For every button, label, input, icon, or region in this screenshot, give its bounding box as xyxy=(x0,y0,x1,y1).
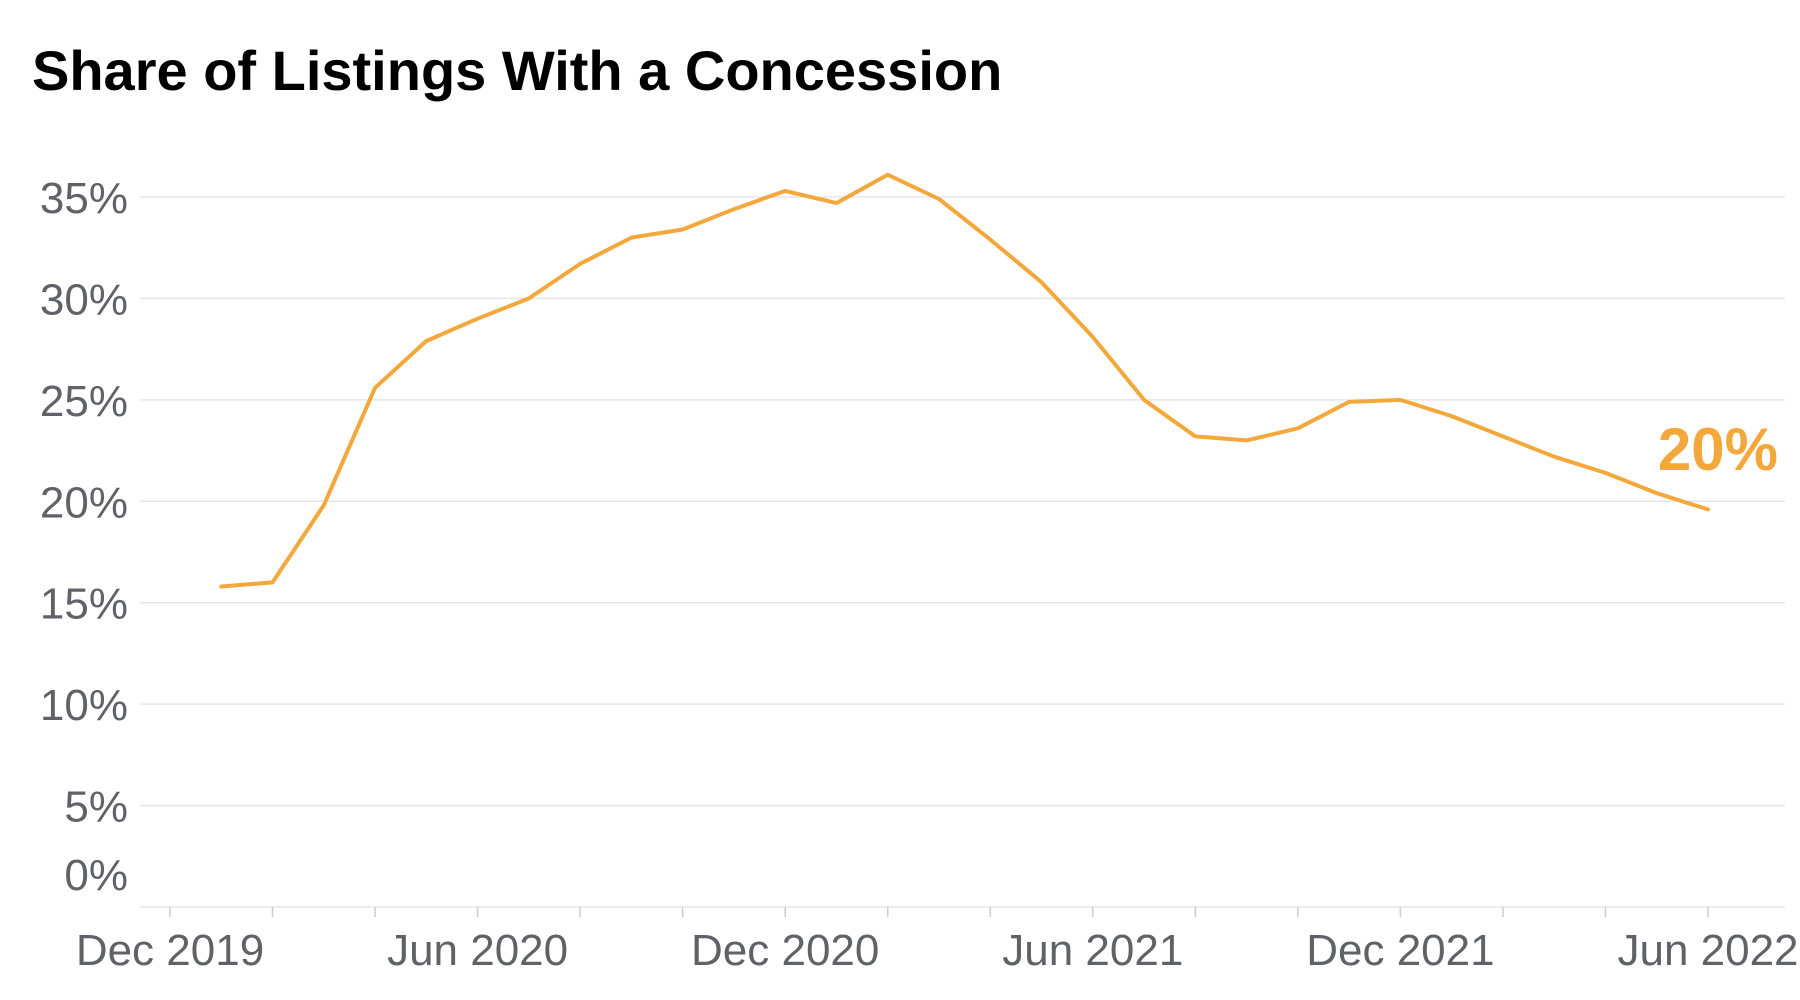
end-value-label-group: 20% xyxy=(1658,416,1778,483)
y-tick-label: 10% xyxy=(40,681,128,730)
x-tick-label: Jun 2022 xyxy=(1617,926,1798,975)
series-group xyxy=(219,172,1710,589)
gridlines xyxy=(140,196,1785,807)
y-tick-label: 25% xyxy=(40,377,128,426)
chart-title: Share of Listings With a Concession xyxy=(32,39,1003,102)
y-tick-label: 20% xyxy=(40,478,128,527)
x-tick-label: Jun 2021 xyxy=(1002,926,1183,975)
y-axis-tick-labels: 0% 5% 10% 15% 20% 25% 30% 35% xyxy=(40,174,128,900)
x-tick-label: Jun 2020 xyxy=(387,926,568,975)
y-tick-label: 35% xyxy=(40,174,128,223)
y-tick-label: 5% xyxy=(64,783,128,832)
x-tick-label: Dec 2021 xyxy=(1306,926,1494,975)
x-tick-label: Dec 2020 xyxy=(691,926,879,975)
series-line xyxy=(219,172,1710,589)
x-axis xyxy=(140,906,1785,917)
x-tick-label: Dec 2019 xyxy=(76,926,264,975)
y-tick-label: 30% xyxy=(40,275,128,324)
x-axis-tick-labels: Dec 2019 Jun 2020 Dec 2020 Jun 2021 Dec 2021… xyxy=(76,926,1799,975)
y-tick-label: 15% xyxy=(40,580,128,629)
y-tick-label: 0% xyxy=(64,851,128,900)
end-value-label: 20% xyxy=(1658,416,1778,483)
